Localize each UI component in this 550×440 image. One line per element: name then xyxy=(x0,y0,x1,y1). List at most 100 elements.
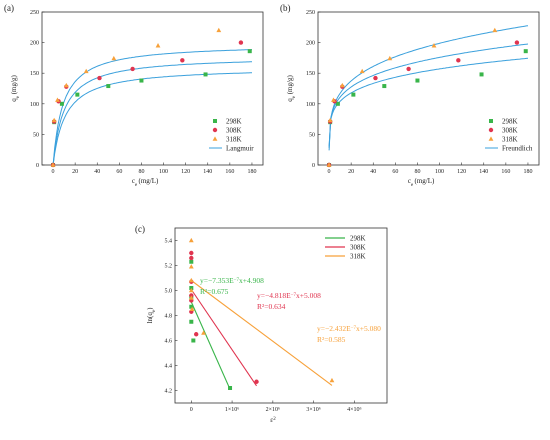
y-tick-label: 250 xyxy=(306,10,315,16)
data-point-308K xyxy=(189,255,194,261)
panel-a: 0 20 40 60 80 100 120 140 160 180 0 50 100 150 200 250 (… xyxy=(4,3,264,188)
x-tick-label: 40 xyxy=(94,169,100,175)
x-tick-label: 60 xyxy=(116,169,122,175)
y-tick-label: 4.6 xyxy=(165,339,173,345)
legend-label: 308K xyxy=(226,127,242,135)
x-tick-label: 0 xyxy=(328,169,331,175)
y-tick-label: 150 xyxy=(30,71,39,77)
legend-label: 308K xyxy=(502,127,518,135)
data-point-318K xyxy=(51,117,57,123)
x-tick-label: 80 xyxy=(138,169,144,175)
data-point-308K xyxy=(514,40,520,45)
fit-curve-1 xyxy=(52,61,252,165)
data-point-308K xyxy=(194,332,199,337)
data-point-318K xyxy=(189,306,195,312)
data-point-318K xyxy=(387,55,393,61)
data-point-298K xyxy=(106,84,111,89)
data-point-318K xyxy=(326,162,332,167)
panel-label: (a) xyxy=(4,3,14,13)
x-tick-label: 160 xyxy=(225,169,234,175)
x-tick-label: 40 xyxy=(370,169,376,175)
data-point-298K xyxy=(247,49,252,54)
legend-marker xyxy=(488,136,494,141)
data-point-298K xyxy=(351,92,356,97)
data-point-318K xyxy=(327,117,333,123)
data-point-308K xyxy=(238,40,244,45)
r-squared-label: R²=0.675 xyxy=(200,287,229,296)
data-point-318K xyxy=(50,162,56,167)
panel-b: 0 20 40 60 80 100 120 140 160 180 0 50 100 150 200 250 (… xyxy=(280,3,540,188)
plot-frame xyxy=(317,11,540,166)
x-axis-unit: (mg/L) xyxy=(415,177,435,185)
legend-marker xyxy=(213,119,217,123)
fit-curve-2 xyxy=(328,25,529,151)
x-tick-label: 180 xyxy=(523,169,532,175)
x-tick-label: 4×10⁶ xyxy=(347,407,361,413)
x-tick-label: 60 xyxy=(392,169,398,175)
data-point-308K xyxy=(456,58,461,63)
data-point-318K xyxy=(339,82,345,88)
x-tick-label: 120 xyxy=(457,169,466,175)
data-point-298K xyxy=(523,49,528,54)
data-point-318K xyxy=(188,277,194,283)
data-point-318K xyxy=(492,27,498,33)
legend-label: 298K xyxy=(350,235,366,243)
y-tick-label: 100 xyxy=(30,102,39,108)
y-axis-label: qe (mg/g) xyxy=(10,75,21,102)
y-tick-label: 150 xyxy=(306,71,315,77)
data-point-318K xyxy=(331,97,336,102)
data-point-308K xyxy=(97,75,102,81)
panel-label: (c) xyxy=(135,224,145,234)
y-tick-label: 200 xyxy=(30,41,39,47)
data-point-318K xyxy=(201,330,206,335)
y-axis-label: ln(qe) xyxy=(146,307,157,324)
data-point-318K xyxy=(329,377,335,383)
x-axis-label: ε2 xyxy=(270,416,276,424)
data-point-298K xyxy=(335,101,340,106)
data-point-318K xyxy=(359,68,365,74)
data-point-318K xyxy=(63,82,69,88)
legend-marker xyxy=(488,127,494,133)
x-tick-label: 0 xyxy=(52,169,55,175)
x-tick-label: 3×10⁶ xyxy=(306,407,320,413)
legend-label: Langmuir xyxy=(226,145,254,153)
x-tick-label: 20 xyxy=(72,169,78,175)
x-tick-label: 180 xyxy=(247,169,256,175)
y-tick-label: 4.4 xyxy=(165,364,173,370)
x-tick-label: 120 xyxy=(181,169,190,175)
data-point-318K xyxy=(431,43,437,48)
y-tick-label: 4.8 xyxy=(165,314,173,320)
data-point-308K xyxy=(254,379,259,384)
data-point-298K xyxy=(189,304,194,309)
legend-label: Freundlich xyxy=(502,145,533,153)
legend-marker xyxy=(489,119,493,123)
fit-curve-0 xyxy=(328,57,529,147)
legend-label: 318K xyxy=(350,253,366,261)
data-point-318K xyxy=(188,237,194,243)
y-tick-label: 0 xyxy=(312,163,315,169)
x-tick-label: 20 xyxy=(348,169,354,175)
panel-label: (b) xyxy=(280,3,291,13)
x-tick-label: 1×10⁶ xyxy=(225,407,239,413)
r-squared-label: R²=0.634 xyxy=(257,302,286,311)
data-point-308K xyxy=(180,58,185,63)
fit-line-298K xyxy=(190,301,231,390)
data-point-298K xyxy=(189,259,194,264)
y-tick-label: 250 xyxy=(30,10,39,16)
y-tick-label: 100 xyxy=(306,102,315,108)
y-tick-label: 5.2 xyxy=(165,264,173,270)
data-point-298K xyxy=(479,72,484,77)
plot-frame xyxy=(41,11,264,166)
x-tick-label: 2×10⁶ xyxy=(266,407,280,413)
x-axis-label: ce xyxy=(408,177,414,188)
data-point-298K xyxy=(59,101,64,106)
x-axis-unit: (mg/L) xyxy=(139,177,159,185)
fit-curve-0 xyxy=(52,72,252,165)
data-point-308K xyxy=(373,75,378,81)
panel-c: 0 1×10⁶ 2×10⁶ 3×10⁶ 4×10⁶ 4.2 4.4 4.6 4.8 5.0 5.2 5… xyxy=(135,224,388,424)
fit-line-318K xyxy=(190,280,333,386)
data-point-298K xyxy=(203,72,208,77)
x-tick-label: 160 xyxy=(501,169,510,175)
equation-label: y=−4.818E−7x+5.008 xyxy=(257,291,321,300)
